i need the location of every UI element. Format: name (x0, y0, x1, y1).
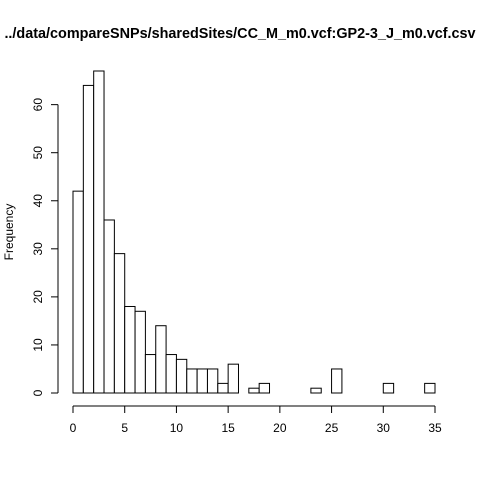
histogram-bar (113, 253, 126, 394)
histogram-bar (248, 387, 260, 394)
x-tick-label: 25 (325, 421, 339, 435)
chart-title: ../data/compareSNPs/sharedSites/CC_M_m0.… (4, 26, 475, 42)
x-tick-label: 30 (377, 421, 391, 435)
y-tick-label: 30 (31, 242, 45, 256)
y-tick-label: 10 (31, 338, 45, 352)
histogram-bar (258, 382, 271, 394)
histogram-bar (382, 382, 395, 394)
histogram-bar (175, 358, 188, 394)
histogram-bar (93, 70, 105, 394)
x-tick-label: 10 (170, 421, 184, 435)
x-tick-label: 20 (273, 421, 287, 435)
y-tick-label: 40 (31, 194, 45, 208)
histogram-bar (124, 305, 136, 394)
histogram-bar (134, 310, 146, 394)
bars-group (72, 70, 436, 394)
y-tick-label: 50 (31, 146, 45, 160)
histogram-bar (82, 84, 95, 394)
y-tick-label: 60 (31, 98, 45, 112)
histogram-bar (165, 354, 177, 394)
histogram-bar (155, 325, 167, 394)
x-tick-label: 5 (121, 421, 128, 435)
histogram-bar (310, 387, 322, 394)
histogram-bar (424, 382, 436, 394)
x-tick-label: 0 (70, 421, 77, 435)
histogram-bar (206, 368, 219, 394)
y-tick-label: 20 (31, 290, 45, 304)
y-axis-label: Frequency (2, 204, 16, 261)
histogram-bar (72, 190, 84, 394)
histogram-bar (196, 368, 208, 394)
histogram-bar (144, 354, 157, 394)
histogram-bar (186, 368, 198, 394)
x-tick-label: 15 (221, 421, 235, 435)
y-axis: 0 10 20 30 40 50 60 (31, 98, 59, 396)
histogram-bar (103, 219, 115, 394)
x-tick-label: 35 (428, 421, 442, 435)
histogram-bar (227, 363, 239, 394)
y-tick-label: 0 (31, 389, 45, 396)
histogram-bar (217, 382, 229, 394)
x-axis: 0 5 10 15 20 25 30 35 (70, 405, 442, 435)
histogram-bar (331, 368, 343, 394)
